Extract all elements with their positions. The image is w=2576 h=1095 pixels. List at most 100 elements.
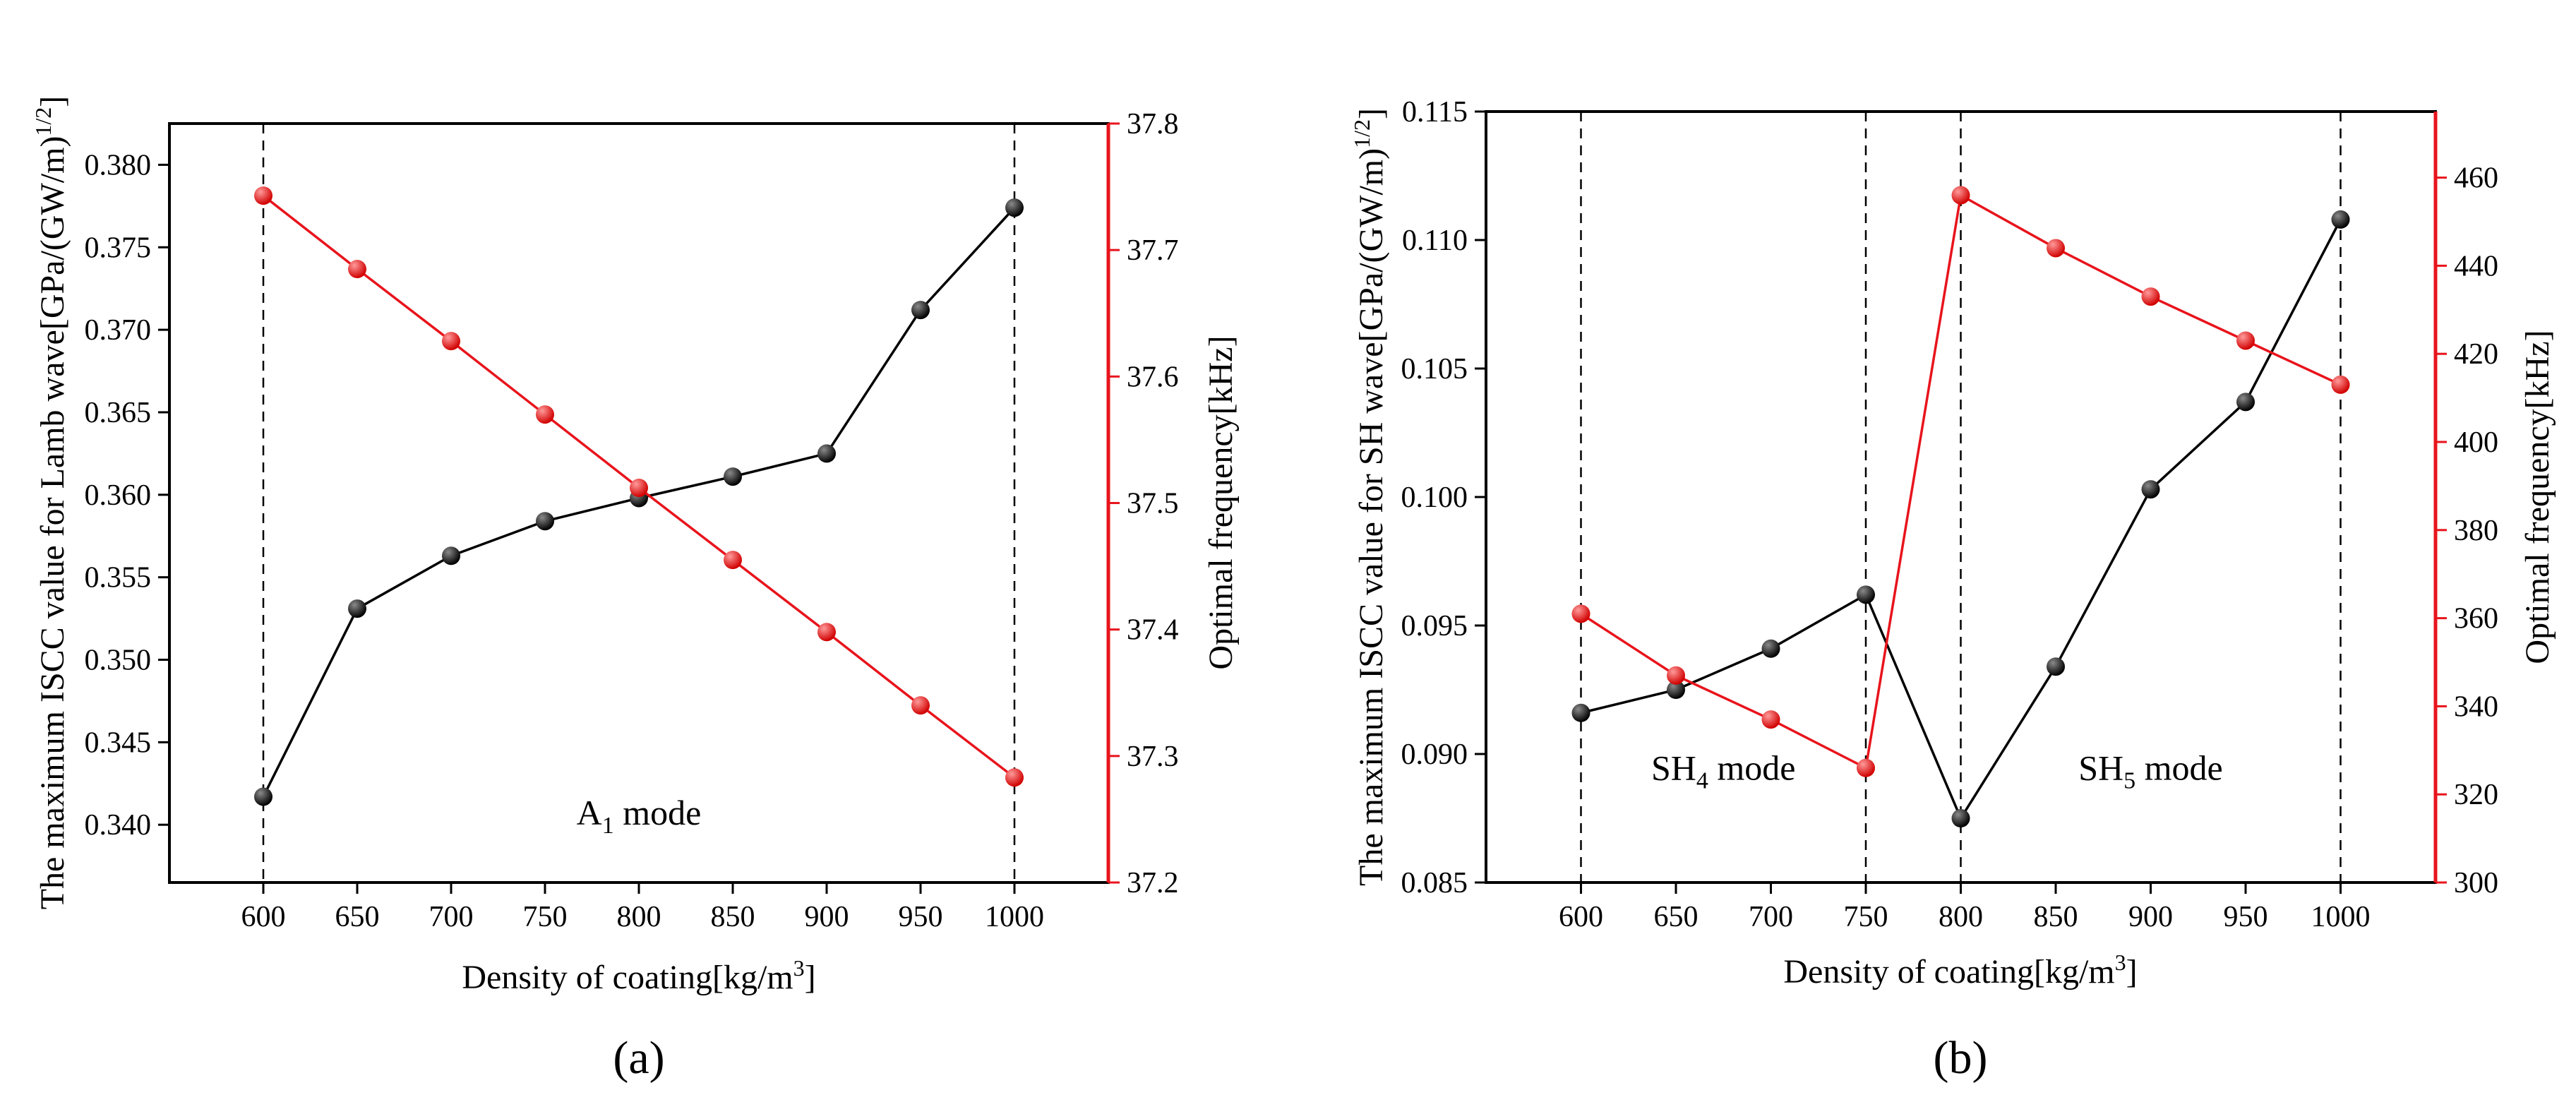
data-point-a-1-5 (724, 551, 742, 570)
data-point-b-0-6 (2141, 480, 2160, 499)
data-point-b-1-2 (1761, 710, 1780, 729)
y-tick-label-left-b-6: 0.115 (1402, 96, 1468, 128)
y-tick-label-right-b-0: 300 (2454, 867, 2498, 899)
y-tick-label-left-a-0: 0.340 (85, 809, 152, 842)
y-tick-label-right-a-5: 37.7 (1127, 234, 1179, 267)
data-point-b-1-4 (1951, 186, 1970, 205)
mode-annotation-b-0: SH4 mode (1651, 748, 1796, 794)
data-point-a-0-8 (1005, 198, 1024, 217)
x-tick-label-a-8: 1000 (985, 901, 1044, 933)
x-tick-label-b-0: 600 (1559, 901, 1603, 933)
annotations-b: SH4 mode SH5 mode (1651, 748, 2223, 794)
x-tick-label-a-4: 800 (617, 901, 661, 933)
plot-content-b (1571, 112, 2350, 882)
x-tick-label-b-1: 650 (1654, 901, 1699, 933)
caption-a: (a) (613, 1032, 664, 1084)
y-axis-label-left-b: The maximum ISCC value for SH wave[GPa/(… (1349, 108, 1390, 886)
x-axis-label-a: Density of coating[kg/m3] (462, 955, 815, 996)
data-point-a-1-3 (536, 405, 554, 424)
data-point-b-0-1 (1667, 681, 1685, 699)
y-tick-label-left-a-5: 0.365 (85, 397, 152, 429)
y-axis-label-right-a: Optimal frequency[kHz] (1202, 335, 1240, 669)
x-tick-label-b-6: 900 (2128, 901, 2173, 933)
data-point-b-1-5 (2047, 239, 2065, 258)
data-point-a-1-0 (254, 186, 272, 205)
x-tick-label-b-5: 850 (2034, 901, 2078, 933)
x-tick-label-b-3: 750 (1844, 901, 1888, 933)
y-tick-label-right-b-8: 460 (2454, 162, 2498, 195)
y-tick-label-right-b-3: 360 (2454, 603, 2498, 635)
y-tick-label-left-b-4: 0.105 (1401, 353, 1468, 385)
data-point-b-0-8 (2331, 210, 2350, 229)
y-tick-label-left-b-5: 0.110 (1402, 225, 1468, 257)
y-tick-label-left-b-2: 0.095 (1401, 610, 1468, 642)
data-point-a-0-2 (442, 546, 460, 566)
data-point-b-0-3 (1857, 585, 1875, 604)
data-point-a-0-3 (536, 512, 554, 531)
y-tick-label-right-a-1: 37.3 (1127, 741, 1179, 773)
y-tick-label-left-a-3: 0.355 (85, 562, 152, 594)
caption-b: (b) (1934, 1032, 1988, 1084)
data-point-a-1-2 (442, 332, 460, 351)
x-tick-label-a-0: 600 (241, 901, 286, 933)
y-tick-label-left-a-1: 0.345 (85, 726, 152, 759)
data-point-a-0-6 (817, 444, 836, 463)
data-point-b-1-7 (2236, 331, 2255, 350)
plot-content-a (254, 124, 1024, 882)
x-tick-label-b-8: 1000 (2311, 901, 2371, 933)
y-tick-label-left-a-7: 0.375 (85, 232, 152, 264)
x-tick-label-b-7: 950 (2224, 901, 2268, 933)
data-point-a-0-7 (911, 301, 930, 320)
data-point-b-1-3 (1857, 758, 1875, 777)
data-point-a-1-6 (817, 623, 836, 642)
data-point-b-1-6 (2141, 287, 2160, 306)
data-point-b-1-1 (1667, 666, 1685, 685)
data-point-a-0-5 (724, 467, 742, 486)
data-point-b-1-8 (2331, 375, 2350, 394)
data-point-a-0-0 (254, 787, 272, 806)
y-tick-label-left-a-8: 0.380 (85, 149, 152, 181)
y-axis-label-left-a: The maximum ISCC value for Lamb wave[GPa… (30, 96, 71, 910)
data-point-b-0-2 (1761, 639, 1780, 658)
data-point-b-0-7 (2236, 393, 2255, 412)
y-tick-label-left-b-1: 0.090 (1401, 738, 1468, 771)
ticks-a: 600 650 700 750 800 850 900 950 1000 0.340 0.345 0.… (85, 108, 1179, 933)
data-point-b-1-0 (1571, 604, 1590, 623)
data-point-a-1-8 (1005, 768, 1024, 787)
mode-annotation-b-1: SH5 mode (2078, 748, 2223, 794)
y-tick-label-right-a-6: 37.8 (1127, 108, 1179, 140)
y-tick-label-right-b-2: 340 (2454, 690, 2498, 723)
data-point-a-0-1 (348, 599, 366, 618)
y-tick-label-left-b-0: 0.085 (1401, 867, 1468, 899)
y-tick-label-right-a-0: 37.2 (1127, 867, 1179, 899)
annotations-a: A1 mode (577, 793, 702, 839)
x-tick-label-b-2: 700 (1749, 901, 1793, 933)
y-tick-label-left-a-4: 0.360 (85, 479, 152, 512)
y-axis-label-right-b: Optimal frequency[kHz] (2519, 330, 2556, 664)
y-tick-label-right-b-5: 400 (2454, 426, 2498, 459)
y-tick-label-right-a-2: 37.4 (1127, 614, 1179, 647)
x-tick-label-a-3: 750 (523, 901, 568, 933)
x-tick-label-a-2: 700 (429, 901, 474, 933)
data-point-b-0-4 (1951, 809, 1970, 827)
x-tick-label-a-7: 950 (899, 901, 943, 933)
x-tick-label-b-4: 800 (1939, 901, 1983, 933)
x-tick-label-a-1: 650 (335, 901, 380, 933)
x-tick-label-a-6: 900 (805, 901, 849, 933)
mode-annotation-a-0: A1 mode (577, 793, 702, 839)
data-point-b-0-0 (1571, 703, 1590, 722)
y-tick-label-right-b-6: 420 (2454, 338, 2498, 371)
y-tick-label-right-a-3: 37.5 (1127, 488, 1179, 520)
y-tick-label-right-b-4: 380 (2454, 515, 2498, 547)
data-point-a-1-1 (348, 260, 366, 279)
x-tick-label-a-5: 850 (711, 901, 755, 933)
y-tick-label-right-a-4: 37.6 (1127, 361, 1179, 393)
chart-panel-b: 600 650 700 750 800 850 900 950 1000 0.085 0.090 0.… (1349, 96, 2556, 1084)
data-point-a-1-4 (630, 479, 648, 497)
y-tick-label-right-b-7: 440 (2454, 250, 2498, 282)
data-point-a-1-7 (911, 696, 930, 715)
y-tick-label-right-b-1: 320 (2454, 779, 2498, 811)
y-tick-label-left-a-6: 0.370 (85, 314, 152, 347)
chart-panel-a: 600 650 700 750 800 850 900 950 1000 0.340 0.345 0.… (30, 96, 1240, 1084)
